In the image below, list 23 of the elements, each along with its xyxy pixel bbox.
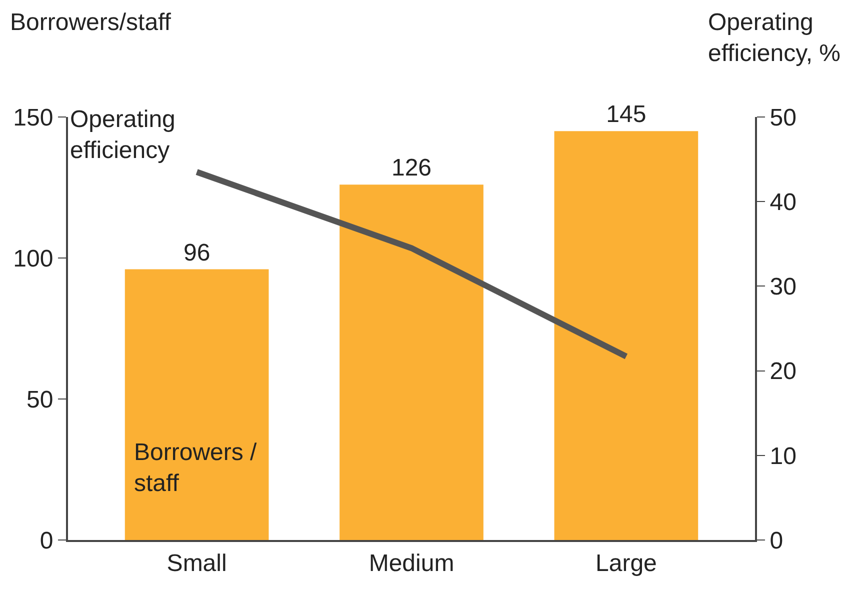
data-label: 126	[391, 154, 432, 182]
y-tick-label: 0	[40, 527, 54, 554]
bar	[554, 131, 698, 540]
bar	[124, 269, 269, 540]
y2-axis-title: Operating efficiency, %	[708, 9, 841, 68]
y2-tick-label: 40	[770, 189, 797, 216]
y-tick-label: 100	[13, 245, 54, 272]
data-label: 96	[183, 239, 210, 266]
bar	[340, 184, 484, 540]
x-tick-label: Small	[166, 550, 227, 577]
series-label: Operating efficiency	[70, 106, 176, 164]
y-tick-label: 50	[26, 386, 54, 414]
data-label: 145	[606, 101, 646, 128]
y2-tick-label: 20	[770, 358, 797, 386]
y2-tick-label: 0	[770, 527, 784, 554]
y2-tick-label: 10	[770, 442, 797, 470]
y-tick-label: 150	[13, 104, 54, 132]
x-tick-label: Large	[595, 550, 657, 577]
series-label: Borrowers / staff	[134, 439, 258, 498]
x-tick-label: Medium	[368, 550, 454, 577]
y2-tick-label: 50	[770, 104, 797, 132]
y-axis-title: Borrowers/staff	[10, 9, 172, 36]
y2-tick-label: 30	[770, 274, 797, 301]
